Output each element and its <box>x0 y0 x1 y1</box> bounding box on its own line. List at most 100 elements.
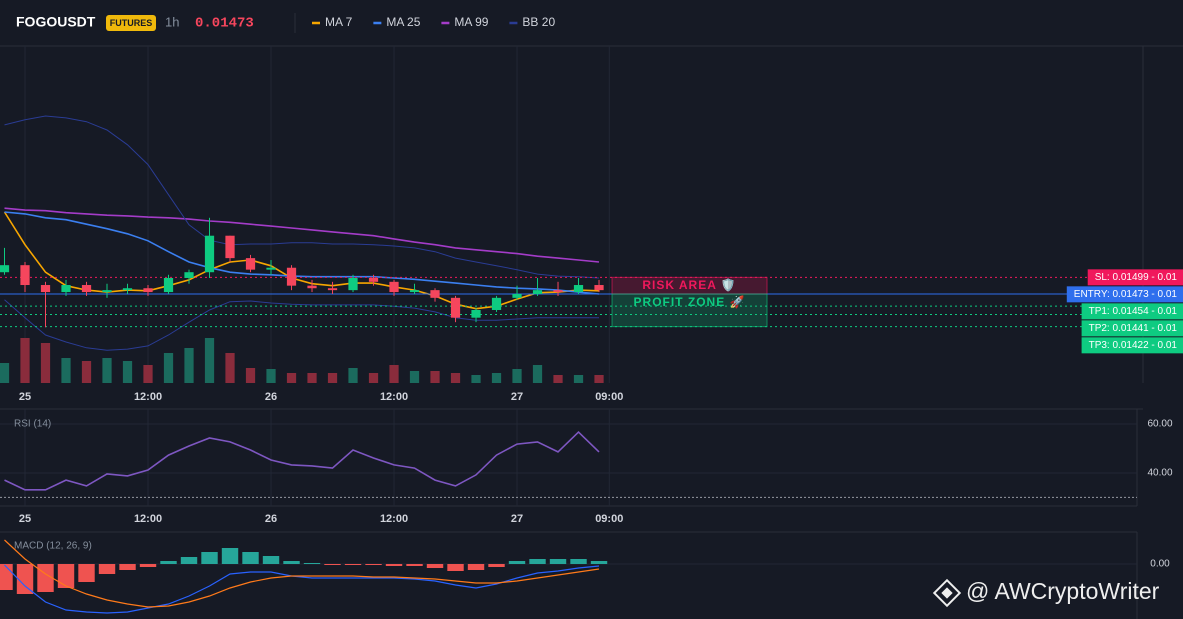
level-label: TP3: 0.01422 - 0.01 <box>1089 340 1178 351</box>
histogram-bar <box>57 564 75 588</box>
pane-title: MACD (12, 26, 9) <box>14 541 92 552</box>
volume-bar <box>102 358 112 383</box>
candle-body <box>0 265 10 273</box>
volume-bar <box>430 371 440 383</box>
volume-bar <box>368 373 379 383</box>
histogram-bar <box>16 564 34 594</box>
volume-bar <box>491 373 502 383</box>
volume-bar <box>225 353 235 383</box>
candle-body <box>491 297 502 310</box>
pane-title: RSI (14) <box>14 419 51 430</box>
histogram-bar <box>324 564 341 565</box>
histogram-bar <box>344 564 362 565</box>
histogram-bar <box>180 557 198 564</box>
histogram-bar <box>160 561 177 564</box>
last-price: 0.01473 <box>195 16 254 32</box>
volume-bar <box>0 363 10 383</box>
candle-body <box>266 267 276 270</box>
legend-label[interactable]: BB 20 <box>522 15 555 29</box>
histogram-bar <box>201 552 218 564</box>
histogram-bar <box>426 564 444 568</box>
histogram-bar <box>467 564 485 570</box>
x-tick-label: 12:00 <box>134 391 162 403</box>
candle-body <box>348 277 358 291</box>
volume-bar <box>122 361 133 383</box>
histogram-bar <box>221 548 239 564</box>
legend-label[interactable]: MA 7 <box>325 15 353 29</box>
legend-label[interactable]: MA 25 <box>386 15 420 29</box>
y-tick-label: 40.00 <box>1147 468 1172 479</box>
indicator-line <box>4 115 600 279</box>
volume-bar <box>61 358 71 383</box>
watermark-text: @ AWCryptoWriter <box>966 578 1160 604</box>
volume-bar <box>307 373 317 383</box>
candle-body <box>471 309 481 318</box>
x-tick-label: 12:00 <box>134 513 162 525</box>
volume-bar <box>532 365 543 383</box>
volume-bar <box>450 373 461 383</box>
zone-label: PROFIT ZONE 🚀 <box>634 295 746 309</box>
candle-body <box>102 290 112 293</box>
volume-bar <box>409 371 420 383</box>
volume-bar <box>143 365 153 383</box>
candle-body <box>430 290 440 298</box>
histogram-bar <box>365 564 382 565</box>
legend-label[interactable]: MA 99 <box>454 15 488 29</box>
volume-bar <box>573 375 584 383</box>
candle-body <box>40 285 51 293</box>
histogram-bar <box>262 556 280 564</box>
y-tick-label: 0.00 <box>1150 559 1170 570</box>
candle-body <box>163 277 174 293</box>
candle-body <box>286 267 297 286</box>
candle-body <box>20 265 30 286</box>
candle-body <box>61 285 71 293</box>
volume-bar <box>20 338 30 383</box>
candle-body <box>245 258 256 270</box>
watermark: @ AWCryptoWriter <box>932 578 1160 608</box>
interval[interactable]: 1h <box>165 14 179 29</box>
candle-body <box>327 288 338 291</box>
watermark-logo <box>932 578 962 608</box>
x-tick-label: 25 <box>19 513 31 525</box>
badge-bg <box>106 15 156 31</box>
level-label: TP1: 0.01454 - 0.01 <box>1089 306 1178 317</box>
x-tick-label: 27 <box>511 391 523 403</box>
candle-body <box>307 285 317 289</box>
symbol: FOGOUSDT <box>16 14 96 30</box>
x-tick-label: 25 <box>19 391 31 403</box>
indicator-line <box>4 207 600 263</box>
level-label-bg <box>1081 303 1183 320</box>
volume-bar <box>471 375 481 383</box>
histogram-bar <box>119 564 136 570</box>
candle-body <box>573 285 584 293</box>
histogram-bar <box>549 559 567 564</box>
x-tick-label: 27 <box>511 513 523 525</box>
candle-body <box>368 277 379 282</box>
level-label: SL: 0.01499 - 0.01 <box>1095 272 1178 283</box>
level-label-bg <box>1087 269 1183 286</box>
histogram-bar <box>385 564 403 566</box>
candle-body <box>553 290 563 293</box>
x-tick-label: 12:00 <box>380 513 408 525</box>
histogram-bar <box>447 564 464 571</box>
candle-body <box>512 293 522 298</box>
volume-bar <box>81 361 92 383</box>
level-label-bg <box>1066 286 1183 303</box>
x-tick-label: 09:00 <box>595 391 623 403</box>
candle-body <box>450 297 461 318</box>
indicator-line <box>4 211 600 295</box>
volume-bar <box>204 338 215 383</box>
volume-bar <box>348 368 358 383</box>
candle-body <box>122 288 133 291</box>
volume-bar <box>266 369 276 383</box>
histogram-bar <box>139 564 157 567</box>
indicator-line <box>4 299 599 351</box>
volume-bar <box>245 368 256 383</box>
histogram-bar <box>98 564 116 574</box>
volume-bar <box>184 348 194 383</box>
volume-bar <box>327 373 338 383</box>
volume-bar <box>286 373 297 383</box>
